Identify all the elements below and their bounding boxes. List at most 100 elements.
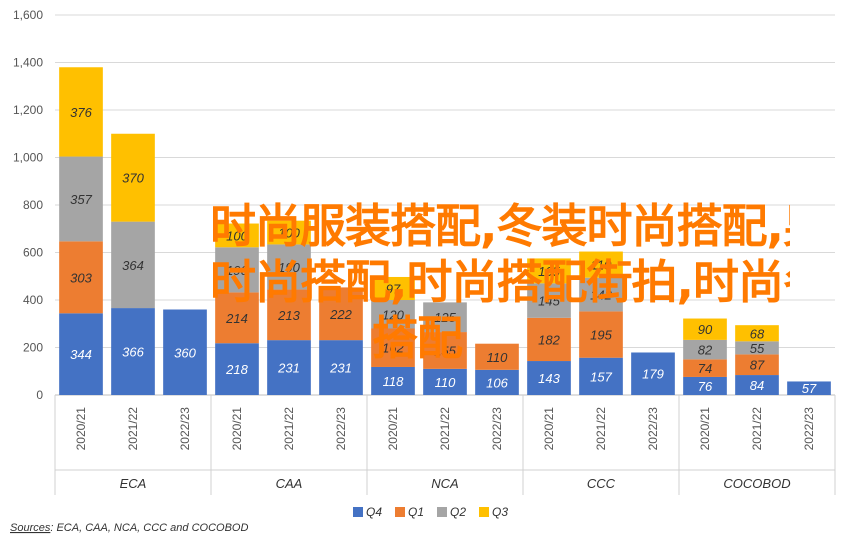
y-tick-label: 1,200 <box>13 103 43 117</box>
bar-segment-q4 <box>215 343 259 395</box>
data-label: 364 <box>122 258 144 273</box>
data-label: 218 <box>225 362 248 377</box>
x-tick-label: 2021/22 <box>750 407 764 451</box>
x-tick-label: 2022/23 <box>490 407 504 451</box>
data-label: 142 <box>590 288 612 303</box>
data-label: 100 <box>226 228 248 243</box>
data-label: 68 <box>750 326 765 341</box>
data-label: 357 <box>70 192 92 207</box>
x-tick-label: 2020/21 <box>698 407 712 451</box>
overlay-text-line-3: 搭配 <box>372 311 463 365</box>
bar-segment-q1 <box>267 289 311 341</box>
x-tick-label: 2020/21 <box>74 407 88 451</box>
x-tick-label: 2021/22 <box>594 407 608 451</box>
y-tick-label: 600 <box>23 246 43 260</box>
bar-segment-q2 <box>267 244 311 290</box>
data-label: 74 <box>698 361 712 376</box>
data-label: 120 <box>382 307 404 322</box>
bar-segment-q1 <box>59 241 103 314</box>
y-tick-label: 1,000 <box>13 151 43 165</box>
y-tick-label: 800 <box>23 198 43 212</box>
bar-segment-q1 <box>579 311 623 358</box>
overlay-text-line-1: 时尚服装搭配,冬装时尚搭配,男士 <box>210 199 790 253</box>
group-label: ECA <box>120 476 147 491</box>
legend-label: Q1 <box>408 505 424 519</box>
bar-segment-q4 <box>371 366 415 395</box>
data-label: 376 <box>70 105 92 120</box>
data-label: 100 <box>278 226 300 241</box>
y-tick-label: 0 <box>36 388 43 402</box>
legend-swatch-q3 <box>479 507 489 517</box>
data-label: 76 <box>698 379 713 394</box>
source-note: Sources: ECA, CAA, NCA, CCC and COCOBOD <box>10 522 248 534</box>
bar-segment-q4 <box>423 368 467 395</box>
bar-segment-q4 <box>631 352 675 395</box>
bar-segment-q4 <box>267 340 311 395</box>
data-label: 110 <box>435 375 456 390</box>
data-label: 145 <box>538 294 560 309</box>
data-label: 118 <box>383 374 404 389</box>
data-label: 87 <box>750 358 765 373</box>
bar-segment-q2 <box>735 341 779 355</box>
bar-segment-q2 <box>215 247 259 293</box>
y-tick-label: 1,400 <box>13 56 43 70</box>
bar-segment-q2 <box>423 302 467 333</box>
data-label: 360 <box>174 345 196 360</box>
bar-segment-q1 <box>371 328 415 367</box>
bar-segment-q1 <box>527 317 571 362</box>
bar-segment-q4 <box>111 308 155 395</box>
legend-label: Q3 <box>492 505 508 519</box>
bar-segment-q3 <box>215 223 259 248</box>
legend: Q4 Q1 Q2 Q3 <box>353 505 508 519</box>
group-label: CCC <box>587 476 616 491</box>
bar-segment-q2 <box>527 283 571 318</box>
bar-segment-q1 <box>735 354 779 376</box>
data-label: 214 <box>225 311 248 326</box>
x-tick-label: 2021/22 <box>126 407 140 451</box>
overlay-text-line-2: 时尚搭配,时尚搭配街拍,时尚冬装 <box>210 255 790 309</box>
data-label: 57 <box>802 381 817 396</box>
data-label: 157 <box>590 369 612 384</box>
bar-segment-q1 <box>683 359 727 377</box>
y-tick-label: 1,600 <box>13 8 43 22</box>
data-label: 344 <box>70 347 92 362</box>
x-tick-label: 2021/22 <box>438 407 452 451</box>
data-label: 55 <box>750 341 765 356</box>
bar-segment-q4 <box>319 340 363 395</box>
bar-segment-q4 <box>735 375 779 395</box>
source-text: : ECA, CAA, NCA, CCC and COCOBOD <box>50 522 248 534</box>
x-tick-label: 2022/23 <box>646 407 660 451</box>
legend-swatch-q1 <box>395 507 405 517</box>
bar-segment-q2 <box>683 339 727 360</box>
group-label: NCA <box>431 476 458 491</box>
bar-segment-q3 <box>735 325 779 342</box>
bar-segment-q2 <box>371 300 415 329</box>
data-label: 366 <box>122 345 144 360</box>
group-label: CAA <box>276 476 303 491</box>
data-label: 222 <box>329 307 352 322</box>
data-label: 110 <box>487 350 508 365</box>
bar-segment-q4 <box>475 369 519 395</box>
group-label: COCOBOD <box>723 476 790 491</box>
bar-segment-q2 <box>111 221 155 309</box>
bar-segment-q4 <box>787 381 831 395</box>
x-tick-label: 2020/21 <box>230 407 244 451</box>
data-label: 82 <box>698 343 713 358</box>
data-label: 231 <box>277 361 300 376</box>
x-tick-label: 2022/23 <box>334 407 348 451</box>
data-label: 143 <box>538 371 560 386</box>
source-label: Sources <box>10 522 51 534</box>
data-label: 105 <box>538 264 560 279</box>
data-label: 195 <box>590 328 612 343</box>
bar-segment-q4 <box>579 357 623 395</box>
bar-segment-q4 <box>163 309 207 395</box>
bar-segment-q1 <box>319 287 363 341</box>
bar-segment-q3 <box>683 318 727 340</box>
data-label: 179 <box>642 367 664 382</box>
data-label: 370 <box>122 171 144 186</box>
bar-segment-q4 <box>683 376 727 395</box>
data-label: 97 <box>386 281 401 296</box>
data-label: 125 <box>434 310 456 325</box>
legend-swatch-q4 <box>353 507 363 517</box>
bar-segment-q3 <box>579 251 623 278</box>
